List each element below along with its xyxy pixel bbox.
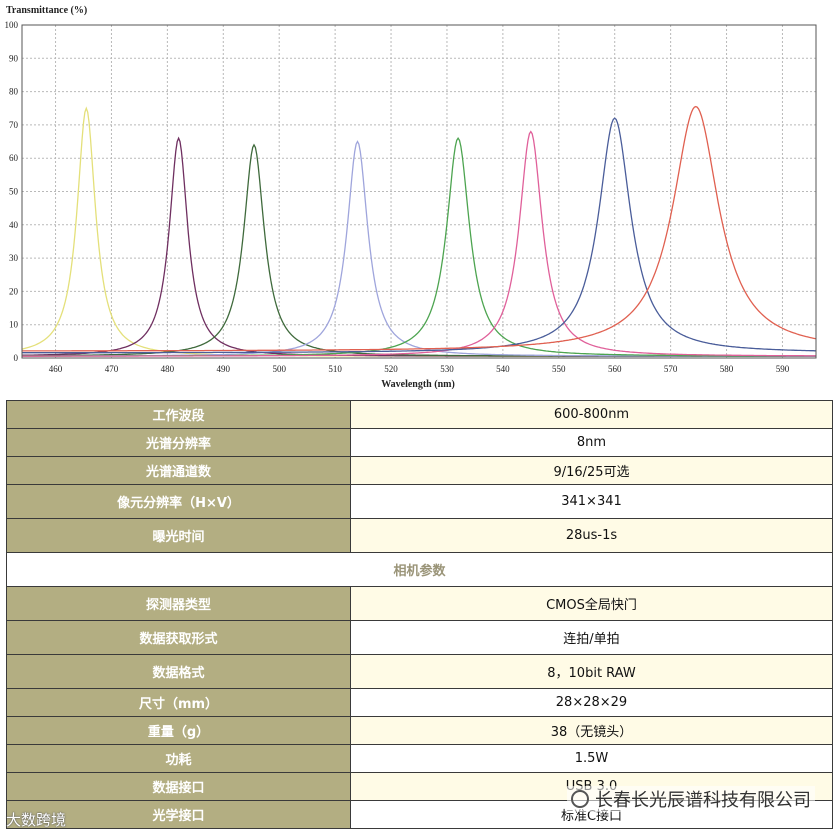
series-group — [21, 105, 817, 357]
plot-frame — [21, 24, 817, 359]
grid — [22, 24, 816, 359]
series-line-8 — [22, 105, 817, 352]
section-row: 相机参数 — [6, 552, 833, 587]
x-tick-label: 550 — [552, 364, 566, 374]
row-label: 功耗 — [6, 744, 351, 773]
y-tick-label: 10 — [9, 320, 19, 330]
y-tick-label: 80 — [9, 87, 19, 97]
watermark-right-text: 长春长光辰谱科技有限公司 — [595, 790, 811, 811]
watermark-right: 长春长光辰谱科技有限公司 — [567, 786, 815, 812]
y-tick-label: 30 — [9, 253, 19, 263]
table-row: 光谱分辨率 8nm — [6, 428, 833, 457]
x-tick-label: 580 — [720, 364, 734, 374]
table-row: 功耗 1.5W — [6, 744, 833, 773]
row-value: 38（无镜头） — [350, 716, 833, 745]
table-row: 数据获取形式 连拍/单拍 — [6, 620, 833, 655]
row-label: 尺寸（mm） — [6, 688, 351, 717]
row-value: 8，10bit RAW — [350, 654, 833, 689]
x-tick-label: 470 — [105, 364, 119, 374]
row-value: 1.5W — [350, 744, 833, 773]
x-tick-label: 490 — [217, 364, 231, 374]
x-tick-label: 570 — [664, 364, 678, 374]
row-value: 28us-1s — [350, 518, 833, 553]
y-tick-label: 50 — [9, 187, 19, 197]
wechat-icon — [571, 790, 589, 808]
y-tick-label: 100 — [5, 20, 19, 30]
table-row: 探测器类型 CMOS全局快门 — [6, 586, 833, 621]
row-value: CMOS全局快门 — [350, 586, 833, 621]
y-tick-label: 70 — [9, 120, 19, 130]
watermark-left-text: 大数跨境 — [6, 811, 67, 829]
y-tick-label: 60 — [9, 153, 19, 163]
row-value: 连拍/单拍 — [350, 620, 833, 655]
x-axis-title: Wavelength (nm) — [381, 379, 455, 390]
y-tick-labels: 0 10 20 30 40 50 60 70 80 90 100 — [5, 20, 19, 363]
x-tick-label: 530 — [440, 364, 454, 374]
row-value: 28×28×29 — [350, 688, 833, 717]
table-row: 数据格式 8，10bit RAW — [6, 654, 833, 689]
x-tick-label: 500 — [272, 364, 286, 374]
x-tick-label: 460 — [49, 364, 63, 374]
row-label: 数据格式 — [6, 654, 351, 689]
series-line-1 — [21, 106, 816, 357]
row-label: 工作波段 — [6, 400, 351, 429]
x-tick-label: 520 — [384, 364, 398, 374]
y-tick-label: 40 — [9, 220, 19, 230]
series-line-6 — [22, 130, 816, 357]
table-row: 曝光时间 28us-1s — [6, 518, 833, 553]
spec-table: 工作波段 600-800nm 光谱分辨率 8nm 光谱通道数 9/16/25可选… — [6, 400, 833, 829]
transmittance-chart: Transmittance (%) 0 10 20 30 40 50 60 70 80 90 100… — [5, 5, 817, 390]
y-axis-title: Transmittance (%) — [6, 5, 87, 16]
watermark-left: 大数跨境 — [6, 809, 66, 830]
axes — [21, 24, 817, 359]
row-value: 600-800nm — [350, 400, 833, 429]
table-row: 重量（g） 38（无镜头） — [6, 716, 833, 745]
x-tick-label: 510 — [328, 364, 342, 374]
series-line-7 — [22, 117, 816, 354]
row-label: 像元分辨率（H×V） — [6, 484, 351, 519]
y-tick-label: 90 — [9, 53, 19, 63]
series-line-2 — [22, 136, 816, 357]
table-row: 光谱通道数 9/16/25可选 — [6, 456, 833, 485]
table-row: 像元分辨率（H×V） 341×341 — [6, 484, 833, 519]
x-tick-label: 480 — [161, 364, 175, 374]
row-value: 341×341 — [350, 484, 833, 519]
row-label: 探测器类型 — [6, 586, 351, 621]
row-label: 数据接口 — [6, 772, 351, 801]
x-tick-label: 540 — [496, 364, 510, 374]
x-tick-label: 560 — [608, 364, 622, 374]
row-label: 重量（g） — [6, 716, 351, 745]
row-label: 光学接口 — [6, 800, 351, 829]
row-value: 9/16/25可选 — [350, 456, 833, 485]
row-value: 8nm — [350, 428, 833, 457]
row-label: 光谱通道数 — [6, 456, 351, 485]
series-line-4 — [22, 140, 816, 357]
table-row: 尺寸（mm） 28×28×29 — [6, 688, 833, 717]
x-tick-labels: 460 470 480 490 500 510 520 530 540 550 560 570 580 5… — [49, 364, 790, 374]
series-line-5 — [22, 136, 816, 357]
section-title: 相机参数 — [6, 552, 833, 587]
y-tick-label: 0 — [14, 353, 19, 363]
row-label: 曝光时间 — [6, 518, 351, 553]
y-tick-label: 20 — [9, 286, 19, 296]
x-tick-label: 590 — [776, 364, 790, 374]
row-label: 光谱分辨率 — [6, 428, 351, 457]
table-row: 工作波段 600-800nm — [6, 400, 833, 429]
row-label: 数据获取形式 — [6, 620, 351, 655]
